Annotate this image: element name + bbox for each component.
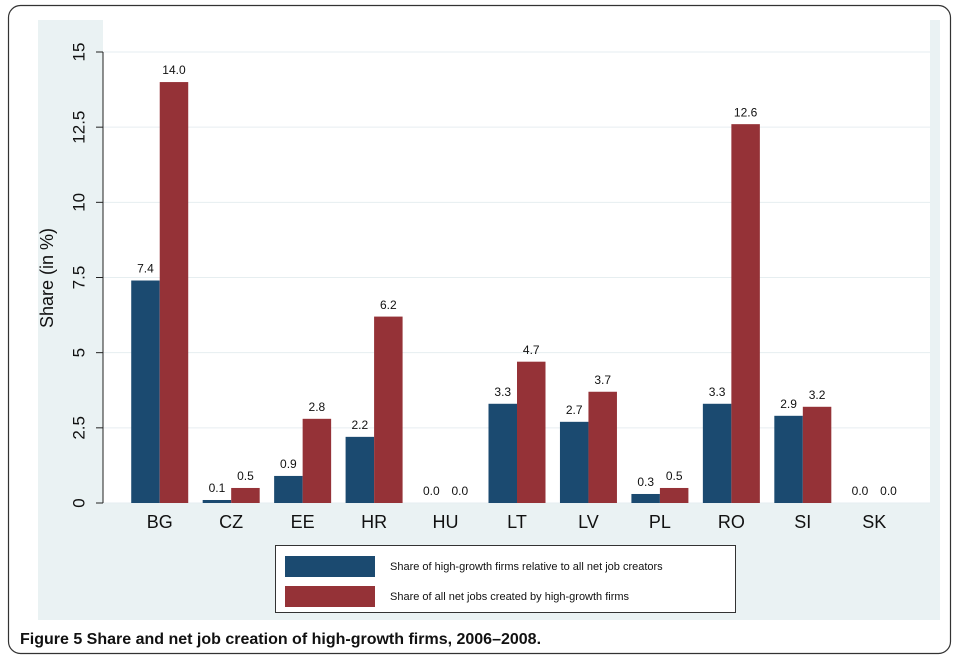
- value-label: 4.7: [523, 343, 540, 357]
- y-tick-label: 0: [69, 498, 88, 507]
- value-label: 0.3: [637, 475, 654, 489]
- y-tick-label: 10: [69, 193, 88, 212]
- x-tick-label: LV: [578, 512, 599, 532]
- value-label: 3.7: [594, 373, 611, 387]
- value-label: 7.4: [137, 262, 154, 276]
- bar: [774, 415, 803, 503]
- bar: [731, 124, 760, 503]
- value-label: 3.2: [809, 388, 826, 402]
- bar: [659, 487, 689, 503]
- caption: Figure 5 Share and net job creation of h…: [20, 631, 541, 648]
- y-tick-label: 7.5: [69, 266, 88, 290]
- x-tick-label: CZ: [219, 512, 243, 532]
- value-label: 0.5: [237, 469, 254, 483]
- bar: [517, 361, 546, 503]
- legend-label: Share of all net jobs created by high-gr…: [390, 591, 630, 603]
- value-label: 0.9: [280, 457, 297, 471]
- y-tick-label: 15: [69, 43, 88, 62]
- x-tick-label: SI: [794, 512, 811, 532]
- value-label: 0.0: [880, 484, 897, 498]
- x-tick-label: EE: [291, 512, 315, 532]
- bar: [702, 403, 732, 503]
- y-tick-label: 12.5: [69, 111, 88, 144]
- bar: [802, 406, 832, 503]
- bar: [588, 391, 617, 503]
- value-label: 2.2: [351, 418, 368, 432]
- value-label: 0.0: [451, 484, 468, 498]
- bar: [302, 418, 332, 503]
- legend-label: Share of high-growth firms relative to a…: [390, 561, 663, 573]
- chart-layer: 0 2.5 5 7.5 10 12.5 15 BG 7.4 14.0 CZ 0.1 0.5 EE 0.9 2.…: [69, 43, 930, 607]
- bar: [488, 403, 517, 503]
- y-tick-label: 5: [69, 348, 88, 357]
- value-label: 2.7: [566, 403, 583, 417]
- x-tick-label: PL: [649, 512, 671, 532]
- value-label: 0.0: [423, 484, 440, 498]
- value-label: 0.0: [852, 484, 869, 498]
- x-tick-label: BG: [147, 512, 173, 532]
- y-tick-label: 2.5: [69, 416, 88, 440]
- value-label: 12.6: [734, 105, 758, 119]
- value-label: 0.5: [666, 469, 683, 483]
- value-label: 3.3: [494, 385, 511, 399]
- bar: [274, 475, 303, 503]
- bar: [202, 499, 232, 503]
- bar: [131, 280, 160, 503]
- bar: [159, 82, 189, 504]
- value-label: 6.2: [380, 298, 397, 312]
- x-tick-label: LT: [507, 512, 527, 532]
- legend-swatch: [285, 586, 375, 607]
- x-tick-label: RO: [718, 512, 745, 532]
- bar: [231, 487, 260, 503]
- value-label: 0.1: [209, 481, 226, 495]
- value-label: 2.8: [309, 400, 326, 414]
- bar: [374, 316, 403, 503]
- bar: [345, 436, 375, 503]
- x-tick-label: SK: [862, 512, 886, 532]
- bar: [559, 421, 589, 503]
- value-label: 14.0: [162, 63, 186, 77]
- y-axis-title: Share (in %): [37, 228, 57, 328]
- legend-swatch: [285, 556, 375, 577]
- x-tick-label: HR: [361, 512, 387, 532]
- bar: [631, 493, 660, 503]
- value-label: 2.9: [780, 397, 797, 411]
- x-tick-label: HU: [433, 512, 459, 532]
- value-label: 3.3: [709, 385, 726, 399]
